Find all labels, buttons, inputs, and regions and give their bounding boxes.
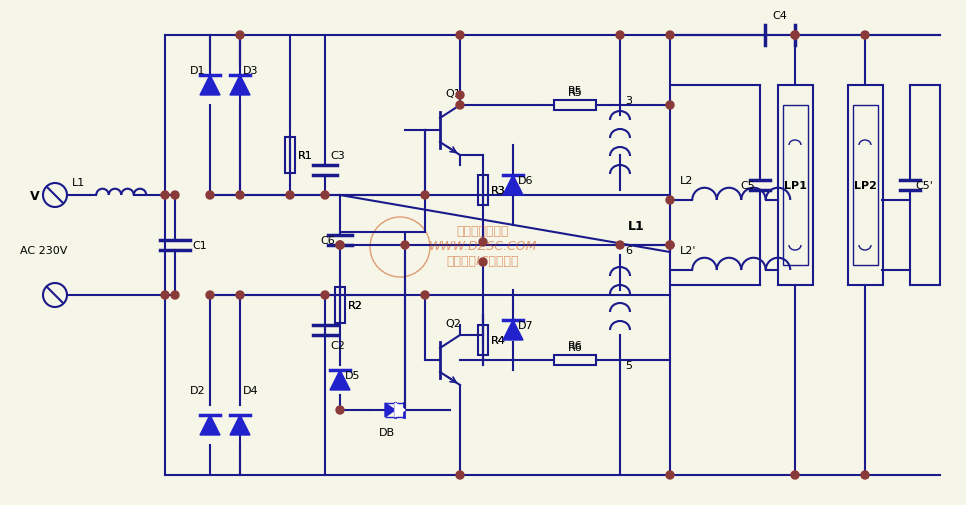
Circle shape: [401, 241, 409, 249]
Text: Q2: Q2: [445, 318, 461, 328]
Bar: [478, 176, 488, 206]
Circle shape: [321, 291, 329, 299]
Text: D6: D6: [518, 176, 533, 186]
Polygon shape: [385, 403, 395, 417]
Text: V: V: [30, 189, 40, 202]
Text: R4: R4: [491, 335, 506, 345]
Circle shape: [421, 191, 429, 199]
Circle shape: [236, 191, 244, 199]
Text: C5: C5: [740, 181, 755, 190]
Text: L1: L1: [628, 219, 644, 232]
Text: C5': C5': [915, 181, 933, 190]
Circle shape: [236, 291, 244, 299]
Circle shape: [666, 471, 674, 479]
Circle shape: [336, 241, 344, 249]
Polygon shape: [230, 415, 250, 435]
Text: L2: L2: [680, 176, 694, 186]
Circle shape: [791, 471, 799, 479]
Text: DB: DB: [379, 427, 395, 437]
Circle shape: [791, 32, 799, 40]
Polygon shape: [330, 370, 350, 390]
Circle shape: [479, 238, 487, 246]
Text: 维库电子市场网
WWW.DZSC.COM
全球最大IC采购网站: 维库电子市场网 WWW.DZSC.COM 全球最大IC采购网站: [429, 224, 537, 267]
Circle shape: [206, 291, 214, 299]
Text: R1: R1: [298, 150, 313, 161]
Polygon shape: [200, 415, 220, 435]
Circle shape: [666, 241, 674, 249]
Circle shape: [171, 191, 179, 199]
Circle shape: [666, 32, 674, 40]
Circle shape: [421, 291, 429, 299]
Circle shape: [861, 32, 869, 40]
Bar: [848, 86, 883, 285]
Circle shape: [666, 196, 674, 205]
Bar: [554, 356, 596, 365]
Text: D3: D3: [243, 66, 259, 76]
Polygon shape: [503, 176, 523, 195]
Text: D7: D7: [518, 320, 533, 330]
Bar: [285, 138, 295, 174]
Text: R4: R4: [491, 335, 506, 345]
Circle shape: [286, 191, 294, 199]
Text: R5: R5: [568, 88, 582, 98]
Text: C1: C1: [192, 240, 207, 250]
Circle shape: [456, 102, 464, 110]
Circle shape: [791, 32, 799, 40]
Text: LP2: LP2: [854, 181, 876, 190]
Text: AC 230V: AC 230V: [20, 245, 68, 256]
Text: C6: C6: [321, 235, 335, 245]
Circle shape: [171, 291, 179, 299]
Bar: [778, 86, 813, 285]
Text: 6: 6: [625, 245, 632, 256]
Text: R3: R3: [491, 186, 506, 195]
Circle shape: [616, 241, 624, 249]
Polygon shape: [230, 76, 250, 96]
Circle shape: [161, 291, 169, 299]
Circle shape: [666, 241, 674, 249]
Bar: [853, 106, 878, 266]
Text: D4: D4: [243, 385, 259, 395]
Bar: [783, 106, 808, 266]
Text: C2: C2: [330, 340, 345, 350]
Text: R5: R5: [568, 86, 582, 96]
Text: Q1: Q1: [445, 89, 461, 99]
Text: R3: R3: [491, 186, 506, 195]
Circle shape: [161, 191, 169, 199]
Circle shape: [321, 191, 329, 199]
Circle shape: [666, 102, 674, 110]
Text: D1: D1: [189, 66, 205, 76]
Polygon shape: [200, 76, 220, 96]
Text: L1: L1: [71, 178, 85, 188]
Text: R2: R2: [348, 300, 363, 311]
Text: 3: 3: [625, 96, 632, 106]
Circle shape: [861, 471, 869, 479]
Circle shape: [479, 259, 487, 267]
Bar: [478, 325, 488, 356]
Circle shape: [456, 92, 464, 100]
Bar: [335, 287, 345, 323]
Circle shape: [336, 241, 344, 249]
Circle shape: [206, 191, 214, 199]
Text: R1: R1: [298, 150, 313, 161]
Text: L2': L2': [680, 245, 696, 256]
Text: R2: R2: [348, 300, 363, 311]
Polygon shape: [395, 403, 405, 417]
Circle shape: [616, 32, 624, 40]
Text: D2: D2: [189, 385, 205, 395]
Text: D5: D5: [345, 370, 360, 380]
Text: R6: R6: [568, 342, 582, 352]
Text: C3: C3: [330, 150, 345, 161]
Bar: [554, 101, 596, 111]
Text: R6: R6: [568, 340, 582, 350]
Circle shape: [456, 32, 464, 40]
Circle shape: [236, 32, 244, 40]
Text: 5: 5: [625, 360, 632, 370]
Circle shape: [456, 471, 464, 479]
Text: LP1: LP1: [783, 181, 807, 190]
Polygon shape: [503, 320, 523, 340]
Circle shape: [336, 406, 344, 414]
Text: C4: C4: [773, 11, 787, 21]
